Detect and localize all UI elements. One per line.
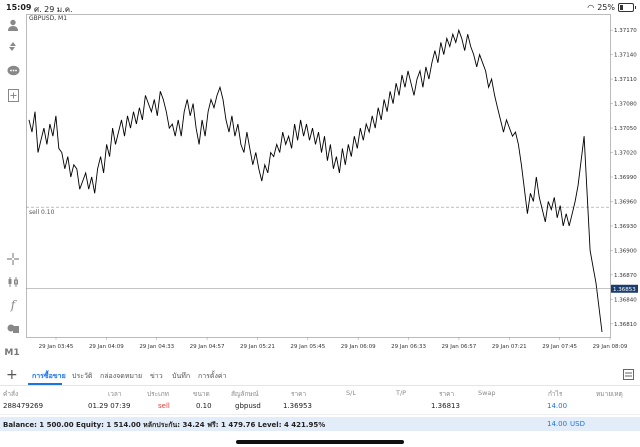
x-axis: 29 Jan 03:45 29 Jan 04:09 29 Jan 04:33 29 J… (39, 337, 628, 350)
price-chart[interactable]: 1.37170 1.37140 1.37110 1.37080 1.37050 1.370… (26, 14, 638, 354)
y-tick-label: 1.37170 (614, 28, 637, 34)
col-order: คำสั่ง (3, 390, 19, 398)
balance-bar: Balance: 1 500.00 Equity: 1 514.00 หลักป… (0, 417, 640, 431)
plot-frame (26, 14, 611, 338)
y-tick-label: 1.36990 (614, 175, 637, 181)
x-tick-label: 29 Jan 05:21 (240, 344, 275, 350)
order-profit: 14.00 (547, 402, 568, 410)
col-size: ขนาด (193, 390, 210, 398)
x-tick-label: 29 Jan 04:33 (139, 344, 174, 350)
objects-icon[interactable] (6, 321, 20, 335)
chart-title: GBPUSD, M1 (29, 15, 68, 22)
tab-mailbox[interactable]: กล่องจดหมาย (100, 372, 143, 380)
col-tp: T/P (396, 389, 407, 397)
x-tick-label: 29 Jan 07:21 (492, 344, 527, 350)
x-tick-label: 29 Jan 06:33 (391, 344, 426, 350)
crosshair-icon[interactable] (6, 252, 20, 266)
x-tick-label: 29 Jan 05:45 (290, 344, 325, 350)
order-price: 1.36813 (431, 402, 460, 410)
chart-svg: 1.37170 1.37140 1.37110 1.37080 1.37050 1.370… (26, 14, 638, 350)
table-header: คำสั่ง เวลา ประเภท ขนาด สัญลักษณ์ ราคา S… (0, 387, 640, 399)
battery-icon (618, 3, 636, 12)
timeframe-label[interactable]: M1 (4, 348, 20, 358)
total-profit: 14.00 (547, 420, 568, 428)
y-tick-label: 1.36960 (614, 199, 637, 205)
tab-history[interactable]: ประวัติ (72, 372, 93, 380)
toolbox-panel: + การซื้อขาย ประวัติ กล่องจดหมาย ข่าว บั… (0, 366, 640, 447)
active-tab-indicator (28, 383, 62, 385)
clock: 15:09 (6, 3, 32, 12)
col-time: เวลา (108, 390, 122, 398)
y-tick-label: 1.37110 (614, 77, 637, 83)
toolbox-tabs: + การซื้อขาย ประวัติ กล่องจดหมาย ข่าว บั… (0, 366, 640, 386)
col-swap: Swap (478, 389, 496, 397)
person-icon[interactable] (6, 18, 20, 32)
battery-label: 25% (597, 3, 615, 12)
date: ศ. 29 ม.ค. (34, 5, 73, 14)
y-tick-label: 1.37050 (614, 126, 637, 132)
col-symbol: สัญลักษณ์ (231, 390, 259, 398)
left-toolbar: f M1 (0, 14, 26, 358)
order-size: 0.10 (196, 402, 212, 410)
x-tick-label: 29 Jan 08:09 (593, 344, 628, 350)
add-order-button[interactable]: + (6, 367, 18, 383)
price-line (28, 28, 603, 333)
y-tick-label: 1.36930 (614, 224, 637, 230)
order-symbol: gbpusd (235, 402, 261, 410)
y-tick-label: 1.37080 (614, 102, 637, 108)
candle-icon[interactable] (6, 275, 20, 289)
tab-journal[interactable]: บันทึก (172, 372, 191, 380)
x-tick-label: 29 Jan 07:45 (542, 344, 577, 350)
battery-fill (620, 5, 623, 10)
col-open-price: ราคา (291, 390, 307, 398)
home-indicator (236, 440, 404, 444)
col-profit: กำไร (548, 390, 563, 398)
x-tick-label: 29 Jan 06:57 (441, 344, 476, 350)
x-tick-label: 29 Jan 03:45 (39, 344, 74, 350)
status-bar: 15:09 ศ. 29 ม.ค. ◠ 25% (0, 0, 640, 14)
order-time: 01.29 07:39 (88, 402, 131, 410)
sell-level-label: sell 0.10 (29, 209, 55, 216)
x-tick-label: 29 Jan 04:57 (190, 344, 225, 350)
current-price-box (611, 284, 638, 293)
table-row[interactable]: 288479269 01.29 07:39 sell 0.10 gbpusd 1… (0, 400, 640, 415)
currency-label: USD (570, 420, 585, 428)
order-open-price: 1.36953 (283, 402, 312, 410)
tab-news[interactable]: ข่าว (150, 372, 163, 380)
order-id: 288479269 (3, 402, 44, 410)
y-tick-label: 1.36870 (614, 273, 637, 279)
col-type: ประเภท (147, 390, 169, 398)
balance-text: Balance: 1 500.00 Equity: 1 514.00 หลักป… (3, 421, 326, 429)
y-tick-label: 1.37140 (614, 53, 637, 59)
news-icon[interactable] (6, 88, 20, 102)
current-price-label: 1.36853 (613, 287, 636, 293)
col-sl: S/L (346, 389, 356, 397)
y-axis: 1.37170 1.37140 1.37110 1.37080 1.37050 1.370… (610, 28, 637, 328)
tab-trade[interactable]: การซื้อขาย (32, 372, 66, 380)
y-tick-label: 1.36810 (614, 322, 637, 328)
col-comment: หมายเหตุ (596, 390, 623, 398)
order-type: sell (158, 402, 170, 410)
chat-icon[interactable] (6, 64, 20, 78)
status-right: ◠ 25% (587, 3, 636, 12)
x-tick-label: 29 Jan 04:09 (89, 344, 124, 350)
wifi-icon: ◠ (587, 3, 595, 12)
x-tick-label: 29 Jan 06:09 (341, 344, 376, 350)
y-tick-label: 1.36900 (614, 248, 637, 254)
panel-toggle-icon[interactable] (623, 369, 634, 380)
function-icon[interactable]: f (10, 298, 16, 312)
y-tick-label: 1.36840 (614, 297, 637, 303)
tab-settings[interactable]: การตั้งค่า (198, 372, 227, 380)
arrows-updown-icon[interactable] (6, 40, 20, 54)
y-tick-label: 1.37020 (614, 151, 637, 157)
col-price: ราคา (439, 390, 455, 398)
